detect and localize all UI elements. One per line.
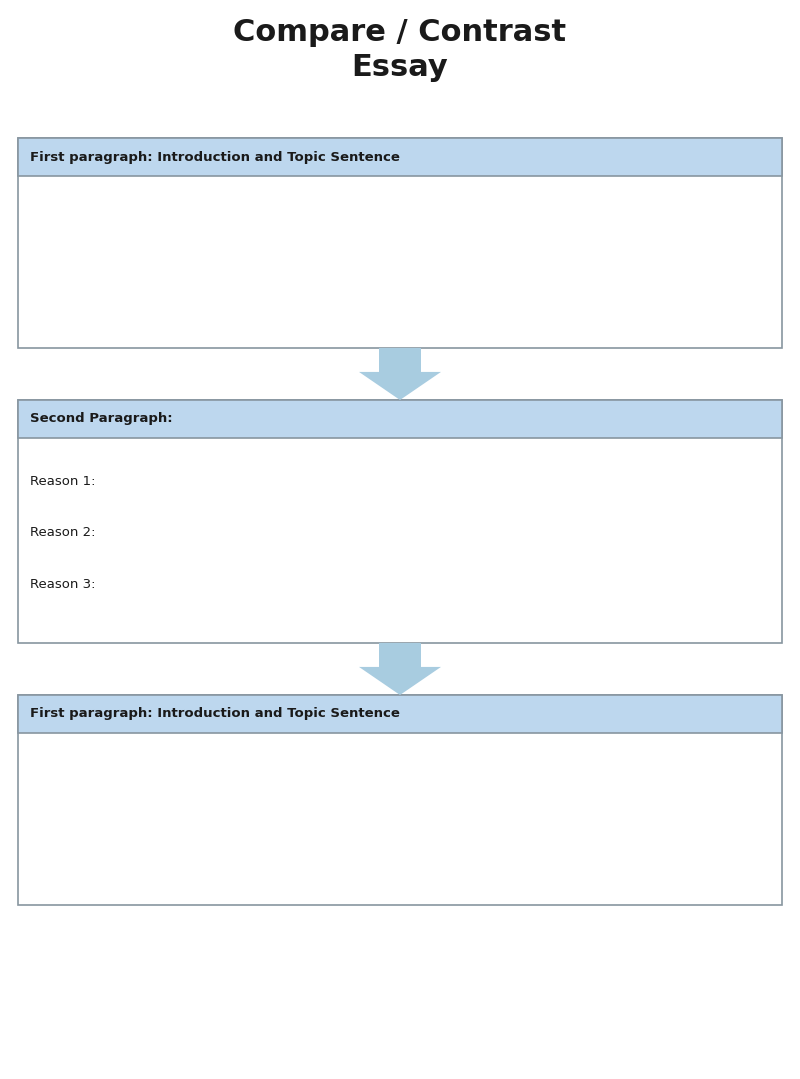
Bar <box>18 400 782 438</box>
Text: Reason 2:: Reason 2: <box>30 527 95 540</box>
Polygon shape <box>359 349 441 400</box>
Text: Reason 3:: Reason 3: <box>30 577 95 590</box>
Text: Compare / Contrast
Essay: Compare / Contrast Essay <box>234 18 566 82</box>
Text: Reason 1:: Reason 1: <box>30 475 95 488</box>
Text: First paragraph: Introduction and Topic Sentence: First paragraph: Introduction and Topic … <box>30 150 400 164</box>
Bar <box>18 138 782 176</box>
Bar <box>18 138 782 349</box>
Bar <box>18 695 782 905</box>
Text: First paragraph: Introduction and Topic Sentence: First paragraph: Introduction and Topic … <box>30 708 400 721</box>
Bar <box>18 400 782 643</box>
Bar <box>18 695 782 733</box>
Text: Second Paragraph:: Second Paragraph: <box>30 412 173 425</box>
Polygon shape <box>359 643 441 695</box>
